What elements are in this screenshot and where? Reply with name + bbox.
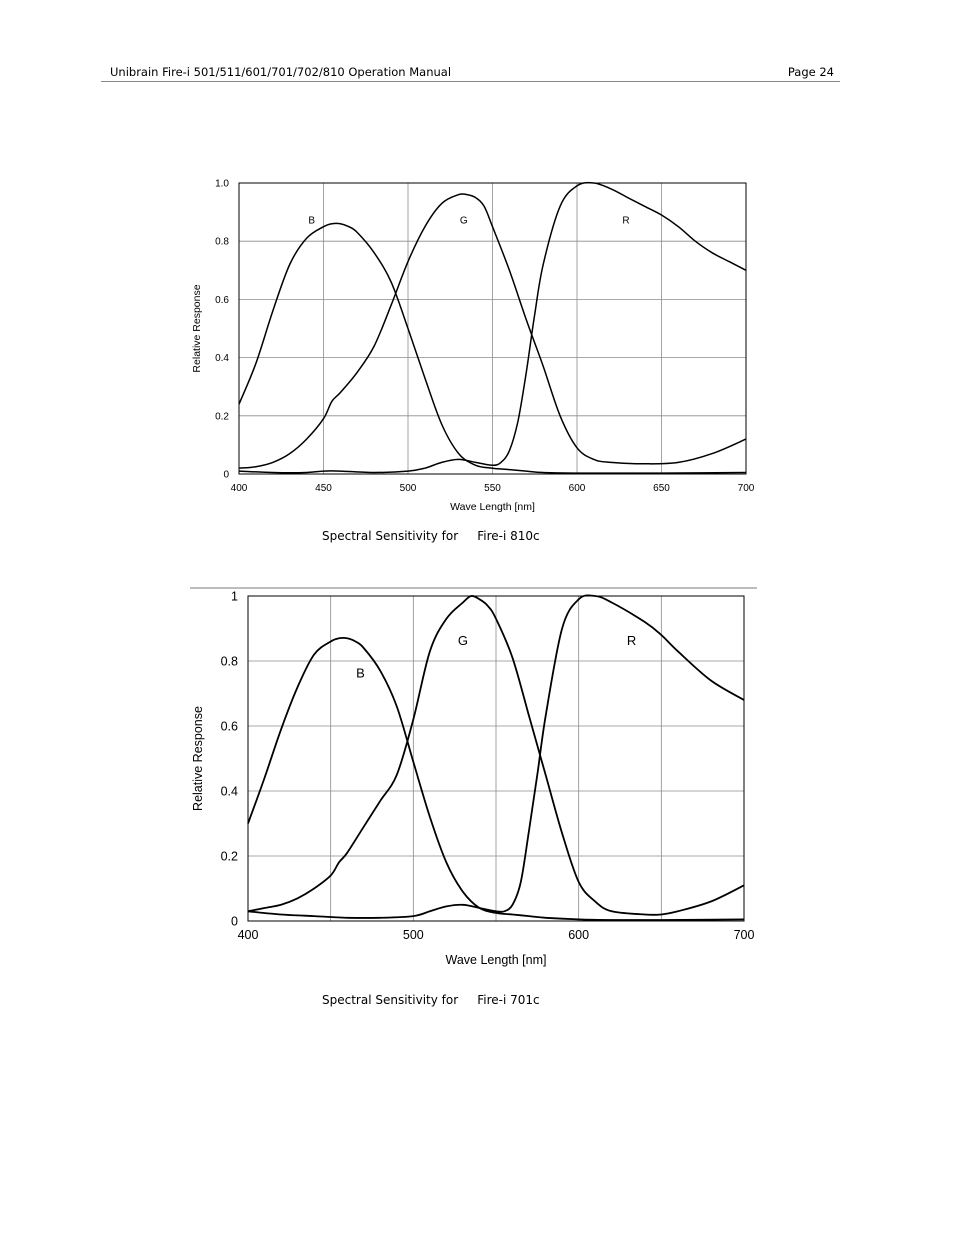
y-tick-label: 0.8: [221, 654, 238, 668]
plot-frame: [238, 182, 747, 475]
x-tick-label: 500: [403, 928, 424, 942]
y-tick-label: 0.6: [215, 295, 229, 306]
series-line-b: [238, 222, 747, 474]
x-tick-label: 500: [400, 483, 417, 494]
chart-caption-701c: Spectral Sensitivity for Fire-i 701c: [322, 993, 540, 1007]
x-tick-label: 700: [738, 483, 755, 494]
series-line-r: [247, 594, 745, 919]
chart-caption-810c: Spectral Sensitivity for Fire-i 810c: [322, 529, 540, 543]
y-tick-label: 1: [231, 589, 238, 603]
x-tick-label: 600: [568, 928, 589, 942]
y-tick-label: 0.6: [221, 719, 238, 733]
x-tick-label: 400: [231, 483, 248, 494]
y-tick-label: 0.8: [215, 237, 229, 248]
series-label-r: R: [627, 633, 636, 648]
series-line-r: [238, 181, 747, 474]
spectral-chart-701c: 400 500 600 700 0 0.2 0.4 0.6 0.8 1 Wave Length [n…: [180, 582, 780, 974]
y-tick-label: 0: [223, 470, 229, 481]
series-label-g: G: [458, 633, 468, 648]
series-line-g: [238, 193, 747, 469]
manual-title: Unibrain Fire-i 501/511/601/701/702/810 …: [110, 65, 452, 79]
y-axis-label: Relative Response: [191, 284, 203, 372]
x-tick-label: 600: [569, 483, 586, 494]
chart-svg: 400 450 500 550 600 650 700 0 0.2 0.4 0.6 0.8 1.0 Wav…: [191, 179, 755, 514]
chart-svg: 400 500 600 700 0 0.2 0.4 0.6 0.8 1 Wave Length [n…: [190, 587, 757, 967]
y-tick-label: 1.0: [215, 179, 229, 190]
y-axis-label: Relative Response: [191, 706, 205, 811]
y-tick-label: 0.4: [221, 784, 238, 798]
x-tick-label: 400: [238, 928, 259, 942]
x-tick-label: 650: [653, 483, 670, 494]
y-tick-label: 0: [231, 914, 238, 928]
x-tick-label: 550: [484, 483, 501, 494]
plot-frame: [247, 595, 745, 922]
y-tick-label: 0.2: [221, 849, 238, 863]
y-tick-label: 0.2: [215, 411, 229, 422]
x-axis-label: Wave Length [nm]: [446, 953, 547, 967]
x-tick-label: 450: [315, 483, 332, 494]
series-line-b: [247, 636, 745, 921]
series-label-b: B: [356, 665, 365, 680]
series-label-g: G: [460, 216, 468, 227]
y-tick-label: 0.4: [215, 353, 229, 364]
series-label-b: B: [308, 216, 315, 227]
spectral-chart-810c: 400 450 500 550 600 650 700 0 0.2 0.4 0.6 0.8 1.0 Wav…: [180, 168, 780, 520]
series-label-r: R: [622, 216, 629, 227]
page-header: Unibrain Fire-i 501/511/601/701/702/810 …: [101, 64, 840, 82]
x-tick-label: 700: [734, 928, 755, 942]
x-axis-label: Wave Length [nm]: [450, 501, 535, 513]
series-line-g: [247, 595, 745, 916]
page-number: Page 24: [787, 65, 834, 79]
